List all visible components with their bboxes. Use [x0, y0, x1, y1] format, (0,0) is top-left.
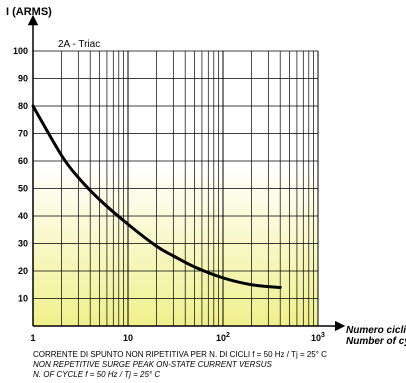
- grid: [33, 50, 319, 326]
- x-tick-label: 10: [123, 333, 133, 343]
- y-tick-label: 10: [18, 294, 28, 304]
- y-tick-label: 20: [18, 266, 28, 276]
- y-tick-label: 80: [18, 101, 28, 111]
- y-tick-label: 100: [13, 46, 28, 56]
- y-tick-label: 90: [18, 74, 28, 84]
- y-axis-title: I (ARMS): [6, 6, 52, 18]
- y-tick-labels: 10 20 30 40 50 60 70 80 90 100: [13, 46, 28, 304]
- series-line: [31, 104, 282, 289]
- x-axis-subtitle: Number of cycle: [346, 336, 406, 347]
- caption-line-3: N. OF CYCLE f = 50 Hz / Tj = 25° C: [33, 370, 161, 379]
- caption-line-1: CORRENTE DI SPUNTO NON RIPETITIVA PER N.…: [33, 350, 327, 359]
- series-layer: [31, 104, 282, 289]
- y-tick-label: 30: [18, 239, 28, 249]
- y-tick-label: 70: [18, 129, 28, 139]
- x-tick-labels: 1 10 102 103: [30, 332, 325, 343]
- series-label: 2A - Triac: [58, 39, 100, 50]
- x-tick-label: 103: [311, 332, 325, 343]
- y-tick-label: 40: [18, 211, 28, 221]
- x-tick-label: 102: [216, 332, 230, 343]
- caption-line-2: NON REPETITIVE SURGE PEAK ON-STATE CURRE…: [33, 360, 272, 369]
- y-tick-label: 50: [18, 184, 28, 194]
- y-tick-label: 60: [18, 156, 28, 166]
- x-axis-title: Numero cicli: [346, 325, 406, 336]
- x-tick-label: 1: [30, 333, 35, 343]
